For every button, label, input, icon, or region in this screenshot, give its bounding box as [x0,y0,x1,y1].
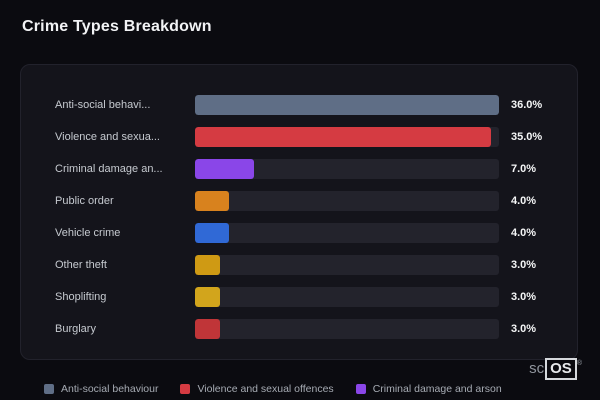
registered-mark: ® [576,360,582,367]
bar-track [195,255,499,275]
bar-fill [195,95,499,115]
legend-swatch [355,384,366,394]
bar-fill [195,223,229,243]
bar-track [195,319,499,339]
bar-track [195,191,499,211]
bar-value: 36.0% [511,99,543,111]
bar-track [195,159,499,179]
bar-track [195,127,499,147]
legend-swatch [44,384,54,394]
legend-swatch [180,384,191,394]
bar-label: Public order [55,195,114,207]
bar-row: Burglary 3.0% [55,313,557,345]
bar-label: Anti-social behavi... [55,99,151,111]
bar-label: Burglary [55,323,96,335]
legend-label: Criminal damage and arson [372,383,502,395]
bar-track [195,223,499,243]
bar-value: 3.0% [511,323,537,335]
bar-row: Violence and sexua... 35.0% [55,121,557,153]
bar-label: Other theft [55,259,107,271]
legend-label: Anti-social behaviour [61,383,159,395]
legend-item[interactable]: Criminal damage and arson [355,383,502,395]
bar-fill [195,159,255,179]
bar-row: Public order 4.0% [55,185,557,217]
bar-chart-rows: Anti-social behavi... 36.0% Violence and… [55,89,557,345]
page-title: Crime Types Breakdown [22,18,212,35]
bar-row: Vehicle crime 4.0% [55,217,557,249]
bar-row: Other theft 3.0% [55,249,557,281]
bar-track [195,287,499,307]
legend-label: Violence and sexual offences [197,383,334,395]
bar-label: Criminal damage an... [55,163,163,175]
bar-fill [195,255,221,275]
bar-label: Vehicle crime [55,227,121,239]
bar-label: Violence and sexua... [55,131,160,143]
bar-row: Criminal damage an... 7.0% [55,153,557,185]
bar-value: 3.0% [511,291,537,303]
bar-fill [195,319,221,339]
bar-value: 4.0% [511,227,537,239]
bar-value: 3.0% [511,259,537,271]
bar-value: 7.0% [511,163,537,175]
bar-fill [195,127,491,147]
chart-card: Anti-social behavi... 36.0% Violence and… [20,64,578,360]
logo-text-light: sc [529,360,545,377]
bar-track [195,95,499,115]
bar-fill [195,191,229,211]
bar-row: Anti-social behavi... 36.0% [55,89,557,121]
bar-row: Shoplifting 3.0% [55,281,557,313]
logo-text-box: OS [545,358,577,380]
legend-item[interactable]: Anti-social behaviour [44,383,158,395]
bar-value: 4.0% [511,195,537,207]
bar-fill [195,287,221,307]
bar-value: 35.0% [511,131,543,143]
legend: Anti-social behaviour Violence and sexua… [44,383,502,395]
legend-item[interactable]: Violence and sexual offences [180,383,334,395]
bar-label: Shoplifting [55,291,107,303]
scos-logo: sc OS ® [529,358,582,380]
